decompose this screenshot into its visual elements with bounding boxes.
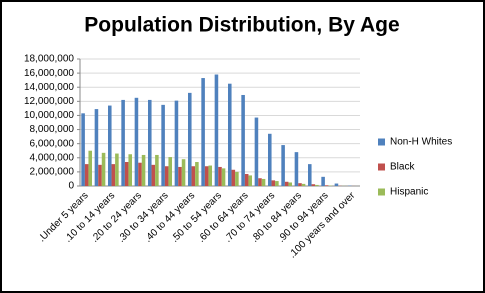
y-tick-label: 16,000,000 <box>24 68 74 79</box>
bar <box>115 153 119 186</box>
y-tick-label: 6,000,000 <box>30 138 75 149</box>
bar <box>281 145 285 186</box>
bar <box>275 181 279 186</box>
bar <box>174 100 179 186</box>
y-tick-label: 8,000,000 <box>30 124 75 135</box>
bar <box>315 184 319 186</box>
bar <box>204 166 209 186</box>
bar <box>321 176 325 186</box>
legend-swatch <box>378 163 385 171</box>
bar <box>188 92 192 186</box>
y-tick-label: 0 <box>68 181 74 192</box>
y-tick-label: 14,000,000 <box>24 82 74 93</box>
bar <box>161 104 165 186</box>
bar <box>201 78 205 186</box>
bar <box>261 178 266 186</box>
bar <box>191 166 196 186</box>
bar <box>111 164 116 186</box>
bar <box>88 150 92 186</box>
bar <box>228 83 232 186</box>
bar <box>181 159 186 186</box>
bar <box>288 182 292 186</box>
bar <box>151 164 156 186</box>
bar <box>258 178 262 186</box>
bar <box>254 117 259 186</box>
bar <box>108 105 112 186</box>
legend-swatch <box>378 188 385 196</box>
bar <box>94 109 99 186</box>
bar <box>221 168 226 186</box>
bar <box>298 183 302 186</box>
bar <box>284 181 289 186</box>
bar <box>271 180 276 186</box>
y-tick-label: 12,000,000 <box>24 96 74 107</box>
bar <box>134 97 139 186</box>
bar <box>168 157 172 186</box>
bar <box>98 164 102 186</box>
bar <box>81 113 85 186</box>
bar <box>195 162 199 186</box>
bar <box>101 152 106 186</box>
bar <box>241 94 245 186</box>
legend-swatch <box>378 138 385 146</box>
bar <box>138 162 142 186</box>
chart-title: Population Distribution, By Age <box>84 14 399 37</box>
bar <box>218 166 222 186</box>
bar <box>235 171 239 186</box>
bar <box>155 154 159 186</box>
bar <box>301 183 306 186</box>
y-tick-label: 10,000,000 <box>24 110 74 121</box>
y-tick-label: 4,000,000 <box>30 152 75 163</box>
bar <box>308 164 312 186</box>
bar <box>164 166 169 186</box>
bar <box>214 74 219 186</box>
y-tick-label: 2,000,000 <box>30 167 75 178</box>
bar <box>248 175 252 186</box>
legend-label: Hispanic <box>390 187 428 198</box>
legend-label: Non-H Whites <box>390 137 452 148</box>
y-tick-label: 18,000,000 <box>24 54 74 65</box>
bar <box>231 169 236 186</box>
bar <box>244 174 249 186</box>
bar <box>128 154 132 186</box>
bar <box>178 166 182 186</box>
bar <box>148 99 152 186</box>
bar <box>311 184 316 186</box>
bar <box>324 185 329 186</box>
bar <box>294 152 299 186</box>
bar <box>141 154 146 186</box>
bar <box>268 133 272 186</box>
bar <box>121 99 125 186</box>
bar <box>334 183 339 186</box>
bar <box>124 162 129 186</box>
legend-label: Black <box>390 162 415 173</box>
bar <box>84 164 89 186</box>
bar <box>208 165 212 186</box>
